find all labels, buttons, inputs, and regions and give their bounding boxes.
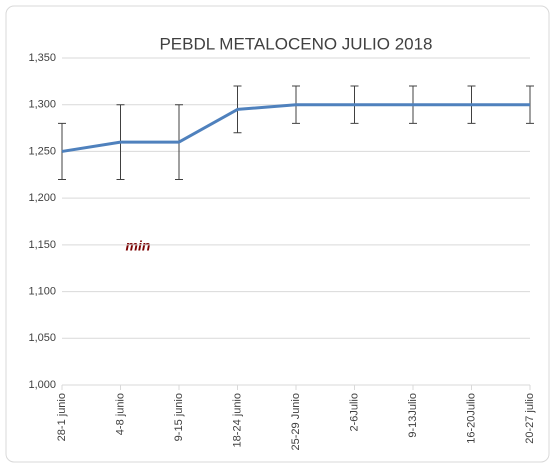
y-tick-label: 1,250: [28, 145, 56, 157]
x-tick-label: 16-20Julio: [465, 393, 477, 444]
x-tick-label: 28-1 junio: [56, 393, 68, 441]
y-tick-label: 1,350: [28, 52, 56, 64]
x-tick-label: 9-13Julio: [407, 393, 419, 438]
x-tick-label: 9-15 junio: [173, 393, 185, 441]
y-tick-label: 1,150: [28, 239, 56, 251]
x-tick-label: 20-27 julio: [524, 393, 536, 444]
y-tick-label: 1,100: [28, 285, 56, 297]
line: [61, 103, 530, 153]
x-tick-label: 18-24 junio: [231, 393, 243, 447]
y-tick-label: 1,000: [28, 379, 56, 391]
y-tick-label: 1,300: [28, 99, 56, 111]
chart-title: PEBDL METALOCENO JULIO 2018: [159, 34, 432, 53]
y-tick-label: 1,050: [28, 332, 56, 344]
x-tick-label: 4-8 junio: [114, 393, 126, 435]
x-tick-label: 25-29 Junio: [290, 393, 302, 451]
annotation: min: [126, 238, 151, 254]
x-tick-label: 2-6Julio: [348, 393, 360, 432]
y-tick-label: 1,200: [28, 192, 56, 204]
